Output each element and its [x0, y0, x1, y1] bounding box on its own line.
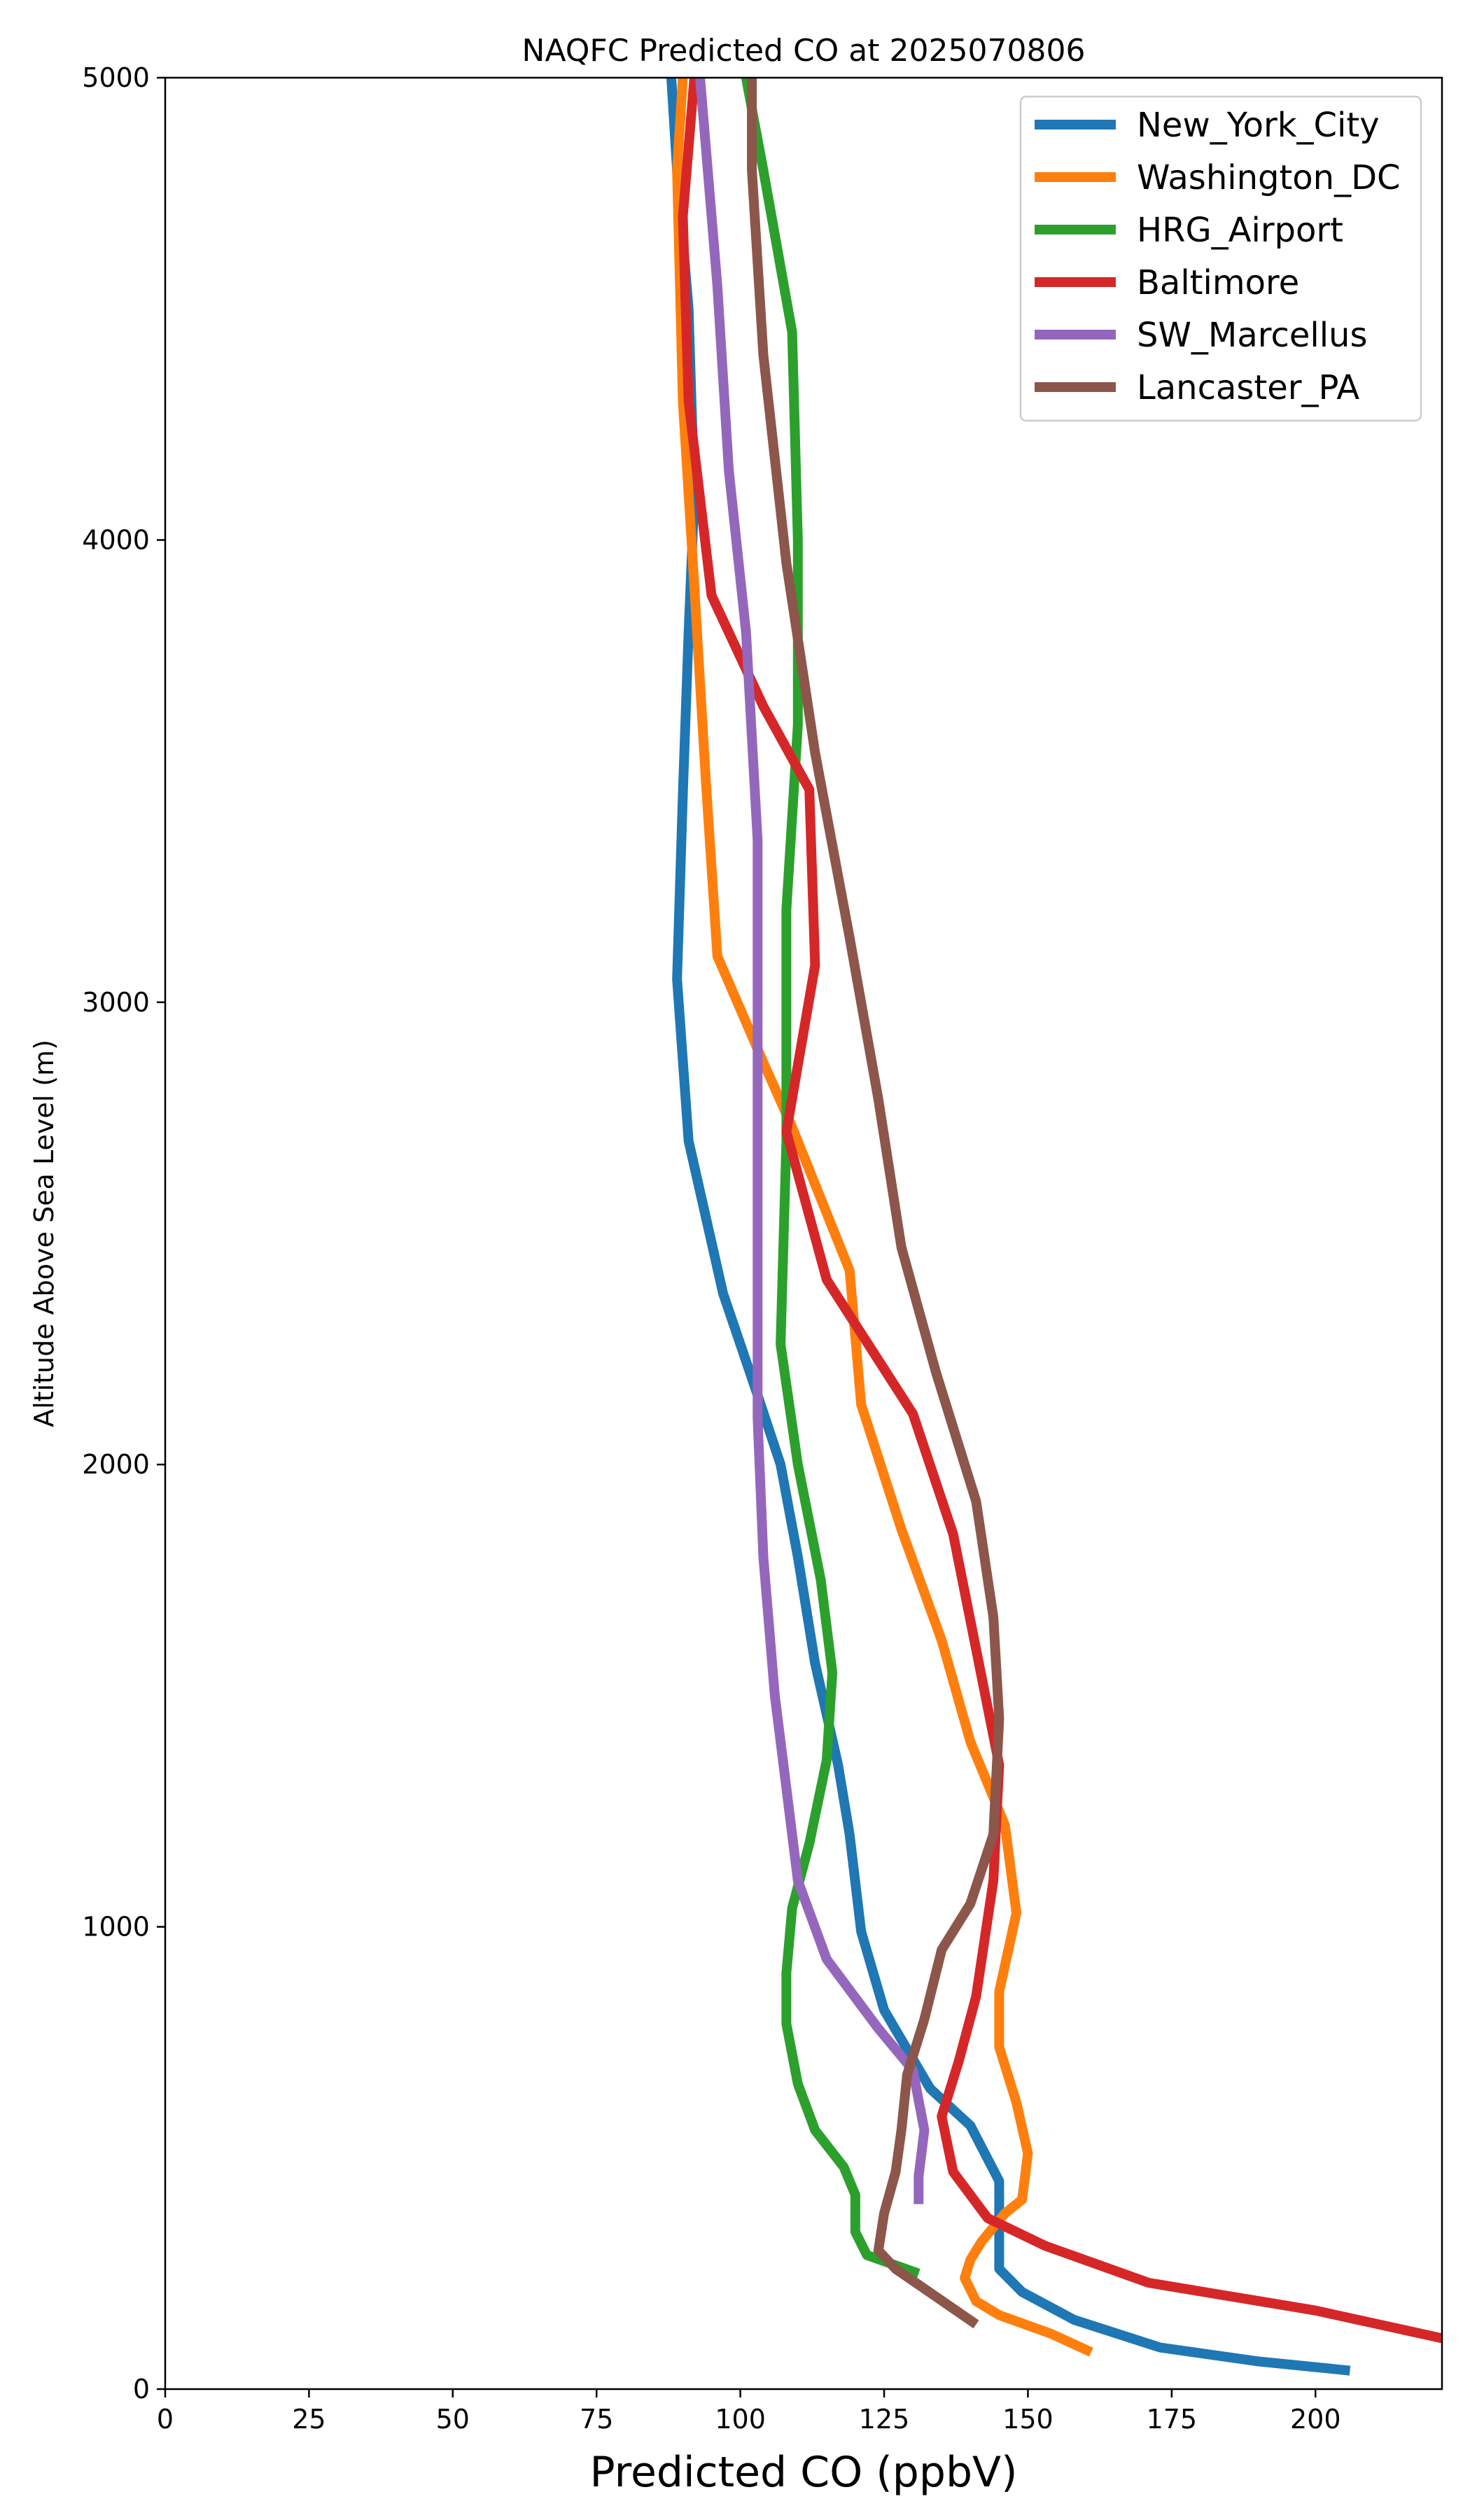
x-tick-label: 200: [1290, 2404, 1341, 2435]
plot-frame: [164, 76, 1443, 2390]
x-tick-label: 0: [157, 2404, 174, 2435]
x-tick-label: 25: [292, 2404, 326, 2435]
series-line-lancaster-pa: [747, 78, 1004, 2329]
x-axis-label: Predicted CO (ppbV): [589, 2448, 1017, 2497]
legend-box: [1019, 95, 1422, 422]
y-tick-label: 4000: [82, 524, 150, 555]
y-tick-label: 2000: [82, 1449, 150, 1480]
legend-label-hrg-airport: HRG_Airport: [1137, 211, 1343, 250]
x-tick-label: 100: [715, 2404, 766, 2435]
series-line-washington-dc: [672, 78, 1093, 2357]
y-tick-label: 0: [133, 2374, 150, 2404]
x-tick-label: 125: [859, 2404, 910, 2435]
y-tick-label: 3000: [82, 987, 150, 1018]
x-axis: 0 25 50 75 100 125 150 175 200: [157, 2389, 1341, 2435]
legend-label-new-york-city: New_York_City: [1137, 106, 1380, 145]
legend-label-baltimore: Baltimore: [1137, 263, 1299, 302]
legend: New_York_City Washington_DC HRG_Airport Bal…: [1019, 95, 1422, 422]
legend-label-washington-dc: Washington_DC: [1137, 158, 1401, 197]
legend-label-sw-marcellus: SW_Marcellus: [1137, 316, 1367, 355]
x-tick-label: 75: [580, 2404, 613, 2435]
series-layer: [666, 78, 1442, 2376]
y-axis: 0 1000 2000 3000 4000 5000: [82, 62, 165, 2404]
x-tick-label: 50: [436, 2404, 470, 2435]
y-axis-label: Altitude Above Sea Level (m): [29, 1040, 59, 1427]
x-tick-label: 175: [1147, 2404, 1198, 2435]
y-tick-label: 1000: [82, 1912, 150, 1942]
x-tick-label: 150: [1002, 2404, 1054, 2435]
legend-label-lancaster-pa: Lancaster_PA: [1137, 368, 1359, 407]
chart-title: NAQFC Predicted CO at 2025070806: [522, 33, 1086, 69]
y-tick-label: 5000: [82, 62, 150, 93]
